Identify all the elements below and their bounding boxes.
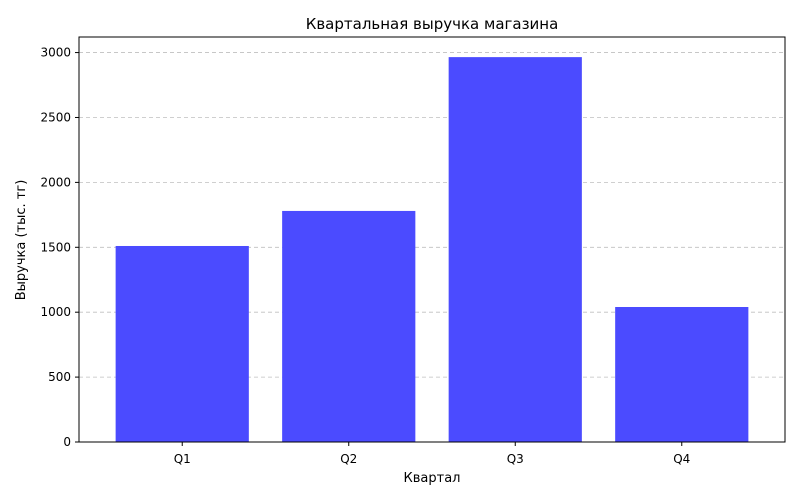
bar-q1 [115, 245, 249, 442]
x-tick-label: Q1 [174, 452, 191, 466]
x-axis-label: Квартал [404, 471, 461, 486]
y-axis: 0 500 1000 1500 2000 2500 3000 [40, 46, 79, 449]
y-tick-label: 2500 [40, 110, 71, 124]
y-axis-label: Выручка (тыс. тг) [14, 180, 29, 301]
chart-title: Квартальная выручка магазина [306, 15, 559, 33]
plot-frame [78, 36, 786, 443]
y-tick-label: 3000 [40, 46, 71, 60]
x-tick-label: Q3 [507, 452, 524, 466]
bars-layer [115, 57, 749, 443]
x-tick-label: Q4 [673, 452, 690, 466]
bar-q2 [282, 210, 416, 442]
bar-q3 [448, 57, 582, 443]
bar-q4 [615, 307, 749, 442]
y-tick-label: 1500 [40, 240, 71, 254]
x-tick-label: Q2 [340, 452, 357, 466]
y-tick-label: 2000 [40, 175, 71, 189]
y-tick-label: 0 [63, 435, 71, 449]
y-tick-label: 1000 [40, 305, 71, 319]
y-tick-label: 500 [48, 370, 71, 384]
x-axis: Q1 Q2 Q3 Q4 [174, 442, 690, 466]
